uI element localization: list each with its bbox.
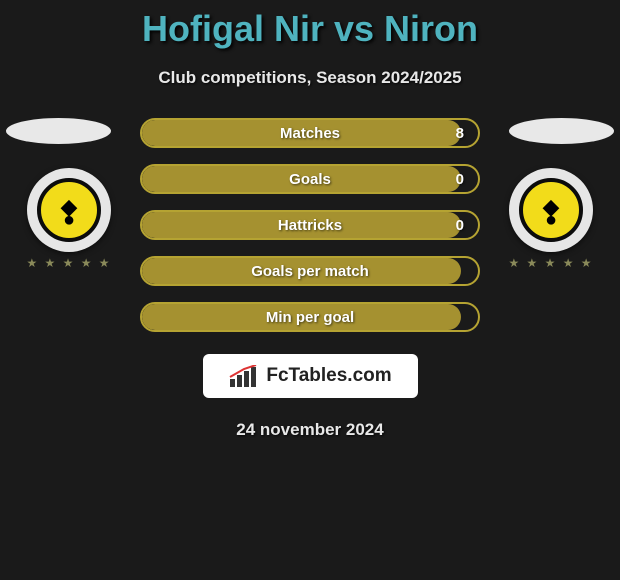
stat-row-mpg: Min per goal xyxy=(140,302,480,332)
stat-row-gpm: Goals per match xyxy=(140,256,480,286)
stars-left: ★ ★ ★ ★ ★ xyxy=(20,256,118,270)
stat-label: Min per goal xyxy=(266,309,354,326)
ellipse-right xyxy=(509,118,614,144)
page-title: Hofigal Nir vs Niron xyxy=(0,8,620,50)
badge-circle-right: ◆ ● xyxy=(509,168,593,252)
chart-icon xyxy=(228,365,260,387)
team-badge-left: ◆ ● ★ ★ ★ ★ ★ xyxy=(20,168,118,286)
stat-pills: Matches 8 Goals 0 Hattricks 0 Goals per … xyxy=(140,118,480,332)
logo-text: FcTables.com xyxy=(266,365,391,387)
ball-icon: ● xyxy=(545,209,557,232)
date-label: 24 november 2024 xyxy=(0,420,620,440)
ellipse-left xyxy=(6,118,111,144)
badge-inner-right: ◆ ● xyxy=(519,178,583,242)
stat-label: Matches xyxy=(280,125,340,142)
stat-row-matches: Matches 8 xyxy=(140,118,480,148)
stat-label: Goals xyxy=(289,171,331,188)
subtitle: Club competitions, Season 2024/2025 xyxy=(0,68,620,88)
ball-icon: ● xyxy=(63,209,75,232)
stat-value: 8 xyxy=(456,125,464,142)
stars-right: ★ ★ ★ ★ ★ xyxy=(502,256,600,270)
stat-row-hattricks: Hattricks 0 xyxy=(140,210,480,240)
stats-area: ◆ ● ★ ★ ★ ★ ★ ◆ ● ★ ★ ★ ★ ★ Matches 8 xyxy=(0,118,620,440)
stat-row-goals: Goals 0 xyxy=(140,164,480,194)
stat-label: Hattricks xyxy=(278,217,342,234)
team-badge-right: ◆ ● ★ ★ ★ ★ ★ xyxy=(502,168,600,286)
root-container: Hofigal Nir vs Niron Club competitions, … xyxy=(0,0,620,440)
stat-value: 0 xyxy=(456,217,464,234)
stat-value: 0 xyxy=(456,171,464,188)
badge-circle-left: ◆ ● xyxy=(27,168,111,252)
stat-label: Goals per match xyxy=(251,263,369,280)
source-logo-box: FcTables.com xyxy=(203,354,418,398)
badge-inner-left: ◆ ● xyxy=(37,178,101,242)
